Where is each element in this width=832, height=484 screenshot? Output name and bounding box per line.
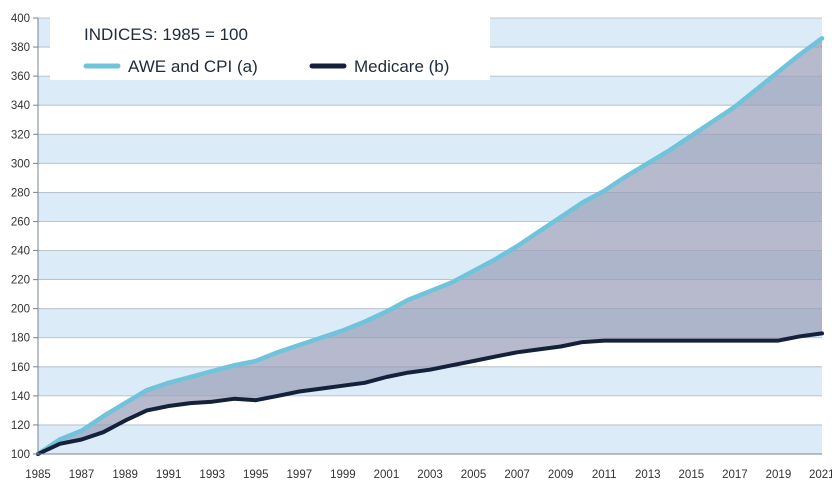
y-tick-label: 320 bbox=[11, 129, 30, 141]
area-between-series bbox=[38, 38, 822, 455]
legend: INDICES: 1985 = 100 AWE and CPI (a) Medi… bbox=[50, 14, 490, 80]
x-tick-label: 1989 bbox=[112, 469, 138, 481]
y-tick-label: 360 bbox=[11, 71, 30, 83]
legend-background bbox=[50, 14, 490, 80]
x-tick-label: 2019 bbox=[766, 469, 792, 481]
x-tick-label: 2001 bbox=[374, 469, 400, 481]
x-tick-label: 2003 bbox=[417, 469, 443, 481]
y-tick-label: 120 bbox=[11, 420, 30, 432]
x-tick-label: 1995 bbox=[243, 469, 269, 481]
x-tick-label: 2007 bbox=[504, 469, 530, 481]
y-tick-label: 400 bbox=[11, 13, 30, 25]
y-tick-label: 220 bbox=[11, 275, 30, 287]
y-tick-label: 200 bbox=[11, 304, 30, 316]
x-tick-label: 1997 bbox=[287, 469, 313, 481]
background-band bbox=[38, 105, 822, 135]
x-tick-label: 1993 bbox=[199, 469, 225, 481]
y-tick-label: 160 bbox=[11, 362, 30, 374]
x-tick-label: 2009 bbox=[548, 469, 574, 481]
background-band bbox=[38, 424, 822, 454]
x-tick-label: 2017 bbox=[722, 469, 748, 481]
y-tick-label: 380 bbox=[11, 42, 30, 54]
legend-subtitle: INDICES: 1985 = 100 bbox=[84, 25, 248, 44]
x-tick-label: 1999 bbox=[330, 469, 356, 481]
x-tick-label: 1991 bbox=[156, 469, 182, 481]
y-tick-label: 280 bbox=[11, 187, 30, 199]
series-line-awe-cpi bbox=[35, 36, 825, 457]
series-lines bbox=[35, 36, 825, 457]
y-tick-label: 260 bbox=[11, 216, 30, 228]
background-band bbox=[38, 76, 822, 106]
x-tick-label: 2015 bbox=[679, 469, 705, 481]
y-axis-ticks: 100 120 140 160 180 200 220 240 260 280 300 320 340 3… bbox=[11, 13, 38, 461]
x-tick-label: 1987 bbox=[69, 469, 95, 481]
y-tick-label: 140 bbox=[11, 391, 30, 403]
y-tick-label: 240 bbox=[11, 246, 30, 258]
legend-label-medicare: Medicare (b) bbox=[354, 57, 449, 76]
x-tick-label: 1985 bbox=[25, 469, 51, 481]
y-tick-label: 180 bbox=[11, 333, 30, 345]
x-tick-label: 2013 bbox=[635, 469, 661, 481]
y-tick-label: 100 bbox=[11, 449, 30, 461]
y-tick-label: 340 bbox=[11, 100, 30, 112]
x-axis-ticks: 1985 1987 1989 1991 1993 1995 1997 1999 2001 2003… bbox=[25, 469, 832, 481]
x-tick-label: 2011 bbox=[592, 469, 617, 481]
series-line-medicare bbox=[36, 331, 824, 456]
x-tick-label: 2005 bbox=[461, 469, 487, 481]
x-tick-label: 2021 bbox=[809, 469, 832, 481]
y-tick-label: 300 bbox=[11, 158, 30, 170]
legend-label-awe-cpi: AWE and CPI (a) bbox=[128, 57, 258, 76]
